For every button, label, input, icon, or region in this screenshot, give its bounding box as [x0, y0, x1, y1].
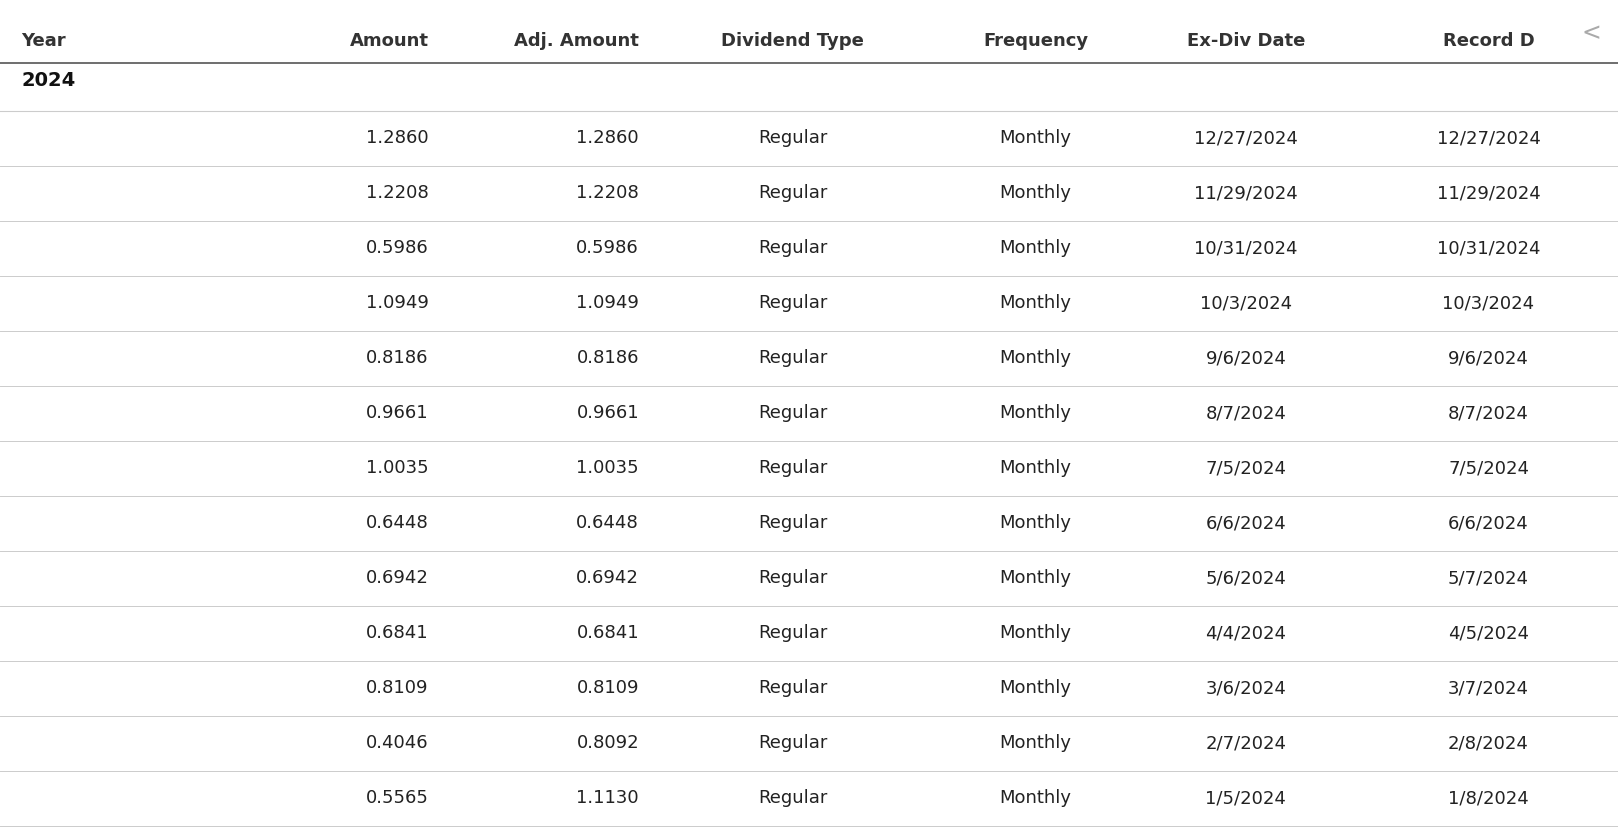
- Text: Regular: Regular: [759, 294, 827, 313]
- Text: 1.0949: 1.0949: [576, 294, 639, 313]
- Text: Ex-Div Date: Ex-Div Date: [1186, 32, 1306, 50]
- Text: 7/5/2024: 7/5/2024: [1448, 460, 1529, 477]
- Text: Monthly: Monthly: [1000, 404, 1071, 422]
- Text: 1.2860: 1.2860: [366, 129, 429, 148]
- Text: 0.8186: 0.8186: [366, 349, 429, 367]
- Text: 0.5565: 0.5565: [366, 789, 429, 807]
- Text: 1.2208: 1.2208: [576, 184, 639, 203]
- Text: Regular: Regular: [759, 734, 827, 752]
- Text: Monthly: Monthly: [1000, 294, 1071, 313]
- Text: Regular: Regular: [759, 184, 827, 203]
- Text: 0.6942: 0.6942: [366, 570, 429, 587]
- Text: Regular: Regular: [759, 624, 827, 642]
- Text: 11/29/2024: 11/29/2024: [1194, 184, 1298, 203]
- Text: Frequency: Frequency: [984, 32, 1087, 50]
- Text: Monthly: Monthly: [1000, 460, 1071, 477]
- Text: 1.0035: 1.0035: [366, 460, 429, 477]
- Text: Regular: Regular: [759, 239, 827, 258]
- Text: Year: Year: [21, 32, 66, 50]
- Text: Monthly: Monthly: [1000, 239, 1071, 258]
- Text: 10/3/2024: 10/3/2024: [1443, 294, 1534, 313]
- Text: 0.8109: 0.8109: [576, 679, 639, 697]
- Text: 0.6841: 0.6841: [576, 624, 639, 642]
- Text: 0.6841: 0.6841: [366, 624, 429, 642]
- Text: Monthly: Monthly: [1000, 570, 1071, 587]
- Text: 0.9661: 0.9661: [366, 404, 429, 422]
- Text: Monthly: Monthly: [1000, 515, 1071, 532]
- Text: Regular: Regular: [759, 404, 827, 422]
- Text: Monthly: Monthly: [1000, 789, 1071, 807]
- Text: Dividend Type: Dividend Type: [722, 32, 864, 50]
- Text: 2/8/2024: 2/8/2024: [1448, 734, 1529, 752]
- Text: 0.5986: 0.5986: [576, 239, 639, 258]
- Text: Monthly: Monthly: [1000, 184, 1071, 203]
- Text: 12/27/2024: 12/27/2024: [1194, 129, 1298, 148]
- Text: Regular: Regular: [759, 460, 827, 477]
- Text: 5/7/2024: 5/7/2024: [1448, 570, 1529, 587]
- Text: 8/7/2024: 8/7/2024: [1448, 404, 1529, 422]
- Text: 12/27/2024: 12/27/2024: [1437, 129, 1540, 148]
- Text: 1.1130: 1.1130: [576, 789, 639, 807]
- Text: 2/7/2024: 2/7/2024: [1205, 734, 1286, 752]
- Text: 2024: 2024: [21, 71, 76, 90]
- Text: 0.8092: 0.8092: [576, 734, 639, 752]
- Text: 3/6/2024: 3/6/2024: [1205, 679, 1286, 697]
- Text: 0.9661: 0.9661: [576, 404, 639, 422]
- Text: Amount: Amount: [349, 32, 429, 50]
- Text: Monthly: Monthly: [1000, 349, 1071, 367]
- Text: 9/6/2024: 9/6/2024: [1448, 349, 1529, 367]
- Text: 0.5986: 0.5986: [366, 239, 429, 258]
- Text: 1/5/2024: 1/5/2024: [1205, 789, 1286, 807]
- Text: Regular: Regular: [759, 349, 827, 367]
- Text: 9/6/2024: 9/6/2024: [1205, 349, 1286, 367]
- Text: 0.6448: 0.6448: [366, 515, 429, 532]
- Text: Adj. Amount: Adj. Amount: [515, 32, 639, 50]
- Text: Regular: Regular: [759, 129, 827, 148]
- Text: Record D: Record D: [1443, 32, 1534, 50]
- Text: 1.0949: 1.0949: [366, 294, 429, 313]
- Text: Regular: Regular: [759, 789, 827, 807]
- Text: 8/7/2024: 8/7/2024: [1205, 404, 1286, 422]
- Text: Regular: Regular: [759, 515, 827, 532]
- Text: 10/31/2024: 10/31/2024: [1437, 239, 1540, 258]
- Text: 4/5/2024: 4/5/2024: [1448, 624, 1529, 642]
- Text: Monthly: Monthly: [1000, 734, 1071, 752]
- Text: 7/5/2024: 7/5/2024: [1205, 460, 1286, 477]
- Text: 1.0035: 1.0035: [576, 460, 639, 477]
- Text: 0.6448: 0.6448: [576, 515, 639, 532]
- Text: 4/4/2024: 4/4/2024: [1205, 624, 1286, 642]
- Text: Monthly: Monthly: [1000, 624, 1071, 642]
- Text: Regular: Regular: [759, 570, 827, 587]
- Text: 6/6/2024: 6/6/2024: [1448, 515, 1529, 532]
- Text: Monthly: Monthly: [1000, 129, 1071, 148]
- Text: 10/31/2024: 10/31/2024: [1194, 239, 1298, 258]
- Text: 1/8/2024: 1/8/2024: [1448, 789, 1529, 807]
- Text: Regular: Regular: [759, 679, 827, 697]
- Text: 0.8186: 0.8186: [576, 349, 639, 367]
- Text: 3/7/2024: 3/7/2024: [1448, 679, 1529, 697]
- Text: 6/6/2024: 6/6/2024: [1205, 515, 1286, 532]
- Text: 0.4046: 0.4046: [366, 734, 429, 752]
- Text: 1.2860: 1.2860: [576, 129, 639, 148]
- Text: <: <: [1582, 21, 1602, 45]
- Text: 11/29/2024: 11/29/2024: [1437, 184, 1540, 203]
- Text: 0.6942: 0.6942: [576, 570, 639, 587]
- Text: 10/3/2024: 10/3/2024: [1201, 294, 1291, 313]
- Text: 5/6/2024: 5/6/2024: [1205, 570, 1286, 587]
- Text: 0.8109: 0.8109: [366, 679, 429, 697]
- Text: Monthly: Monthly: [1000, 679, 1071, 697]
- Text: 1.2208: 1.2208: [366, 184, 429, 203]
